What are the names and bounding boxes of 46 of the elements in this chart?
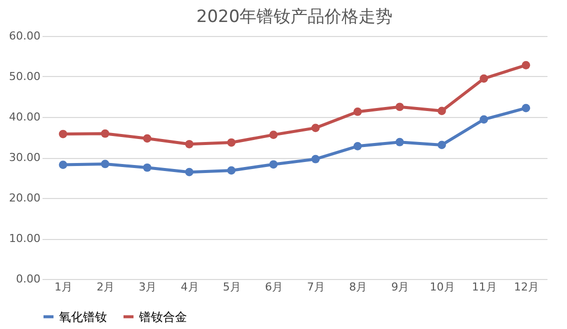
x-tick-label: 4月: [180, 280, 199, 294]
point: [143, 163, 152, 172]
point: [227, 138, 236, 147]
point: [143, 134, 152, 143]
x-tick-label: 2月: [96, 280, 115, 294]
point: [311, 154, 320, 164]
point: [227, 166, 236, 175]
point: [353, 142, 362, 150]
point: [438, 140, 446, 150]
point: [185, 140, 194, 148]
point: [269, 160, 278, 169]
point: [396, 102, 404, 112]
x-tick-label: 7月: [307, 280, 326, 294]
y-tick-label: 10.00: [9, 232, 40, 245]
point: [522, 104, 530, 112]
point: [480, 74, 488, 83]
point: [522, 60, 530, 70]
y-tick-label: 60.00: [9, 30, 40, 42]
point: [185, 168, 194, 176]
y-tick-label: 50.00: [9, 70, 40, 83]
point: [58, 130, 68, 138]
y-tick-label: 40.00: [9, 110, 40, 124]
x-tick-label: 1月: [54, 280, 73, 294]
point: [396, 138, 404, 146]
x-tick-label: 11月: [472, 280, 497, 294]
point: [480, 115, 488, 124]
x-tick-label: 10月: [430, 280, 455, 294]
x-tick-label: 5月: [222, 280, 241, 294]
point: [311, 124, 320, 132]
point: [269, 130, 278, 139]
y-tick-label: 30.00: [9, 151, 40, 164]
chart-title: 2020年镨钕产品价格走势: [196, 7, 393, 27]
legend-label: 镨钕合金: [138, 310, 187, 324]
point: [353, 108, 362, 116]
point: [58, 160, 68, 169]
x-tick-label: 9月: [391, 280, 410, 294]
legend-label: 氧化镨钕: [59, 310, 107, 324]
point: [100, 129, 110, 138]
point: [100, 160, 110, 168]
x-tick-label: 6月: [264, 280, 283, 294]
y-tick-label: 0.00: [16, 272, 40, 286]
x-tick-label: 12月: [514, 280, 539, 294]
x-tick-label: 3月: [138, 280, 157, 294]
point: [438, 106, 446, 116]
x-tick-label: 8月: [349, 280, 368, 294]
y-tick-label: 20.00: [9, 192, 40, 204]
